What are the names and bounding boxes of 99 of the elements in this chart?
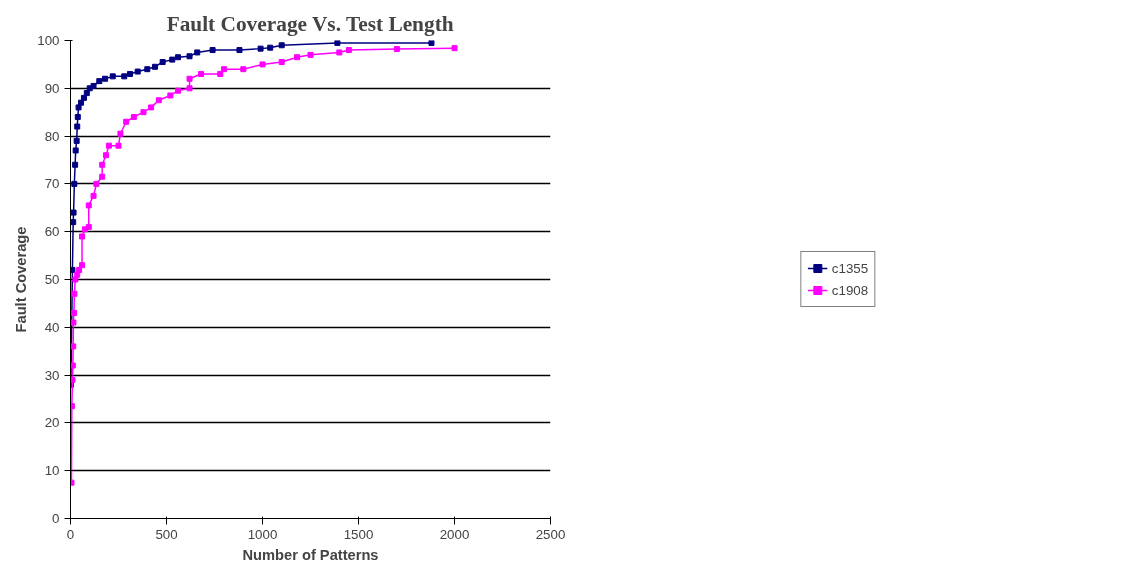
point [294, 54, 301, 61]
point [151, 63, 158, 70]
point [70, 343, 77, 350]
point [115, 142, 122, 149]
y-tick-label: 100 [37, 33, 60, 48]
point [90, 192, 97, 199]
x-tick-label: 500 [155, 526, 178, 542]
y-tick-label: 50 [44, 272, 60, 287]
point [393, 46, 400, 53]
legend-label: c1908 [831, 282, 869, 298]
point [175, 54, 182, 61]
x-tick-label: 2000 [439, 526, 470, 542]
point [186, 53, 193, 60]
point [70, 403, 75, 410]
y-tick-label: 0 [52, 511, 60, 526]
y-tick-label: 30 [44, 367, 60, 383]
point [167, 92, 174, 99]
point [428, 40, 435, 46]
point [90, 82, 97, 89]
point [70, 479, 75, 486]
point [70, 362, 76, 369]
x-tick-label: 1000 [247, 526, 278, 542]
point [78, 99, 85, 106]
point [70, 219, 77, 226]
point [72, 161, 79, 168]
x-tick-label: 1500 [343, 526, 374, 542]
point [267, 44, 274, 51]
point [75, 104, 82, 111]
point [109, 73, 116, 80]
point [72, 147, 79, 154]
point [70, 209, 77, 216]
y-tick-label: 10 [44, 463, 60, 479]
point [123, 118, 130, 125]
point [80, 94, 87, 101]
point [103, 152, 110, 159]
point [155, 97, 162, 104]
point [127, 70, 134, 77]
legend-label: c1355 [831, 260, 869, 276]
x-tick-label: 0 [66, 526, 75, 542]
point [451, 45, 458, 52]
point [70, 319, 77, 326]
y-tick-label: 20 [44, 415, 60, 431]
point [83, 90, 90, 97]
y-tick-label: 70 [44, 176, 60, 192]
point [194, 49, 201, 56]
point [96, 78, 103, 85]
point [85, 223, 92, 230]
point [307, 51, 314, 58]
point [221, 66, 228, 73]
point [121, 73, 128, 80]
point [159, 59, 166, 66]
point [71, 290, 78, 297]
point [140, 109, 147, 116]
x-tick-label: 2500 [535, 526, 566, 542]
point [70, 266, 76, 273]
point [175, 87, 182, 94]
point [240, 66, 247, 73]
point [70, 309, 77, 316]
point [74, 271, 81, 278]
point [278, 59, 285, 66]
point [102, 75, 109, 82]
y-axis-title: Fault Coverage [13, 226, 30, 333]
point [71, 180, 78, 187]
point [79, 233, 86, 240]
point [257, 45, 264, 52]
point [334, 40, 341, 46]
point [99, 161, 106, 168]
point [74, 123, 81, 130]
point [186, 75, 193, 82]
chart-title: Fault Coverage Vs. Test Length [166, 11, 454, 36]
y-tick-label: 90 [44, 80, 60, 96]
point [148, 104, 155, 111]
y-tick-label: 80 [44, 128, 60, 144]
point [74, 113, 81, 120]
point [169, 56, 176, 63]
point [76, 266, 83, 273]
x-axis-title: Number of Patterns [242, 546, 379, 563]
point [134, 68, 141, 75]
point [99, 173, 106, 180]
point [130, 113, 137, 120]
point [236, 47, 243, 54]
point [336, 49, 343, 56]
point [79, 262, 86, 269]
point [93, 180, 100, 187]
point [186, 85, 193, 92]
point [209, 47, 216, 54]
point [144, 66, 151, 73]
point [117, 130, 124, 137]
point [105, 142, 112, 149]
point [70, 376, 76, 383]
point [198, 70, 205, 77]
point [85, 202, 92, 209]
point [217, 70, 224, 77]
point [259, 61, 266, 68]
point [73, 137, 80, 144]
point [278, 42, 285, 49]
point [345, 47, 352, 54]
y-tick-label: 60 [44, 224, 60, 240]
y-tick-label: 40 [44, 319, 60, 335]
